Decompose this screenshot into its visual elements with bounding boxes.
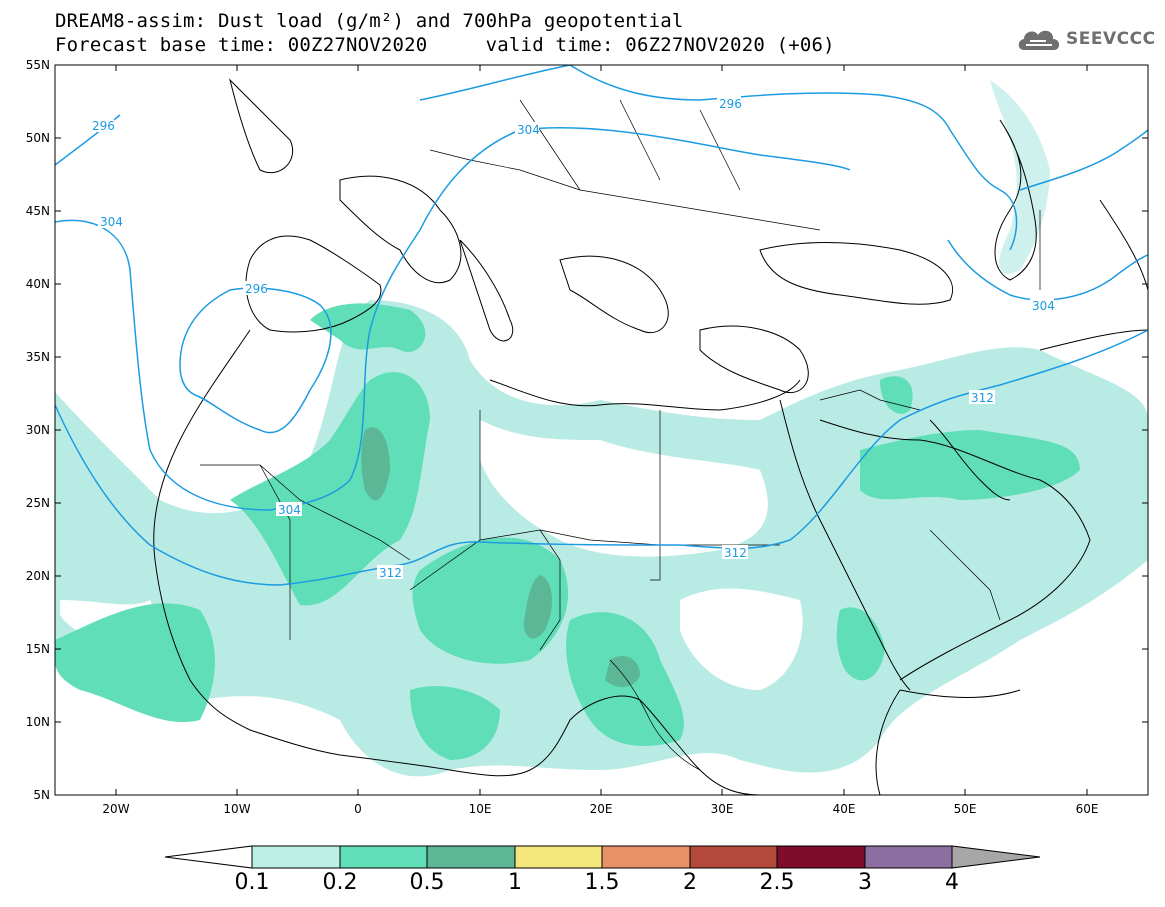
- lat-label: 55N: [26, 58, 50, 72]
- colorbar-swatch: [689, 845, 778, 869]
- colorbar-label: 2.5: [759, 870, 795, 895]
- lat-label: 25N: [26, 496, 50, 510]
- contour-label: 312: [971, 391, 994, 405]
- lat-label: 20N: [26, 569, 50, 583]
- colorbar-label: 4: [945, 870, 959, 895]
- axis-ticks: [55, 64, 1148, 795]
- lon-label: 20W: [102, 802, 129, 816]
- lat-label: 10N: [26, 715, 50, 729]
- colorbar-swatch: [601, 845, 691, 869]
- contour-label: 312: [724, 546, 747, 560]
- contour-label: 304: [278, 503, 301, 517]
- geopotential-contours: [55, 65, 1148, 586]
- lon-label: 20E: [590, 802, 613, 816]
- latitude-labels: 55N 50N 45N 40N 35N 30N 25N 20N 15N 10N …: [26, 58, 50, 802]
- colorbar-label: 3: [858, 870, 872, 895]
- contour-label: 296: [92, 119, 115, 133]
- colorbar-swatch: [426, 845, 516, 869]
- lat-label: 15N: [26, 642, 50, 656]
- country-borders: [200, 99, 1041, 771]
- contour-label: 296: [245, 282, 268, 296]
- contour-label: 304: [517, 123, 540, 137]
- lat-label: 45N: [26, 204, 50, 218]
- coastlines: [153, 78, 1148, 795]
- cloud-icon: [1018, 30, 1060, 50]
- contour-label: 304: [100, 215, 123, 229]
- colorbar-left-arrow: [164, 845, 253, 869]
- lat-label: 30N: [26, 423, 50, 437]
- colorbar-label: 1: [508, 870, 522, 895]
- colorbar-swatch: [339, 845, 428, 869]
- lat-label: 50N: [26, 131, 50, 145]
- lon-label: 30E: [711, 802, 734, 816]
- colorbar-label: 0.5: [409, 870, 445, 895]
- logo-text: SEEVCCC: [1066, 29, 1156, 49]
- colorbar-label: 1.5: [584, 870, 620, 895]
- map-title: DREAM8-assim: Dust load (g/m²) and 700hP…: [55, 10, 684, 32]
- lon-label: 50E: [954, 802, 977, 816]
- lat-label: 5N: [33, 788, 50, 802]
- colorbar-right-arrow: [951, 845, 1041, 869]
- longitude-labels: 20W 10W 0 10E 20E 30E 40E 50E 60E: [102, 802, 1098, 816]
- forecast-times: Forecast base time: 00Z27NOV2020 valid t…: [55, 34, 835, 56]
- colorbar-label: 2: [683, 870, 697, 895]
- lon-label: 40E: [833, 802, 856, 816]
- dust-0-2-layer: [55, 303, 1080, 760]
- lat-label: 35N: [26, 350, 50, 364]
- contour-label: 296: [719, 97, 742, 111]
- colorbar-swatch: [864, 845, 953, 869]
- contour-label: 304: [1032, 299, 1055, 313]
- colorbar-swatch: [251, 845, 341, 869]
- colorbar-label: 0.2: [322, 870, 358, 895]
- lon-label: 10W: [223, 802, 250, 816]
- contour-label: 312: [379, 566, 402, 580]
- contour-labels: 296 304 296 304 296 304 304 312 312 312: [90, 96, 1055, 580]
- colorbar-label: 0.1: [234, 870, 270, 895]
- lon-label: 10E: [469, 802, 492, 816]
- colorbar-swatch: [514, 845, 603, 869]
- map-content: [55, 65, 1148, 795]
- colorbar: [164, 845, 1041, 869]
- colorbar-swatch: [776, 845, 866, 869]
- lat-label: 40N: [26, 277, 50, 291]
- lon-label: 0: [354, 802, 362, 816]
- lon-label: 60E: [1076, 802, 1099, 816]
- seevccc-logo: SEEVCCC: [1016, 26, 1156, 52]
